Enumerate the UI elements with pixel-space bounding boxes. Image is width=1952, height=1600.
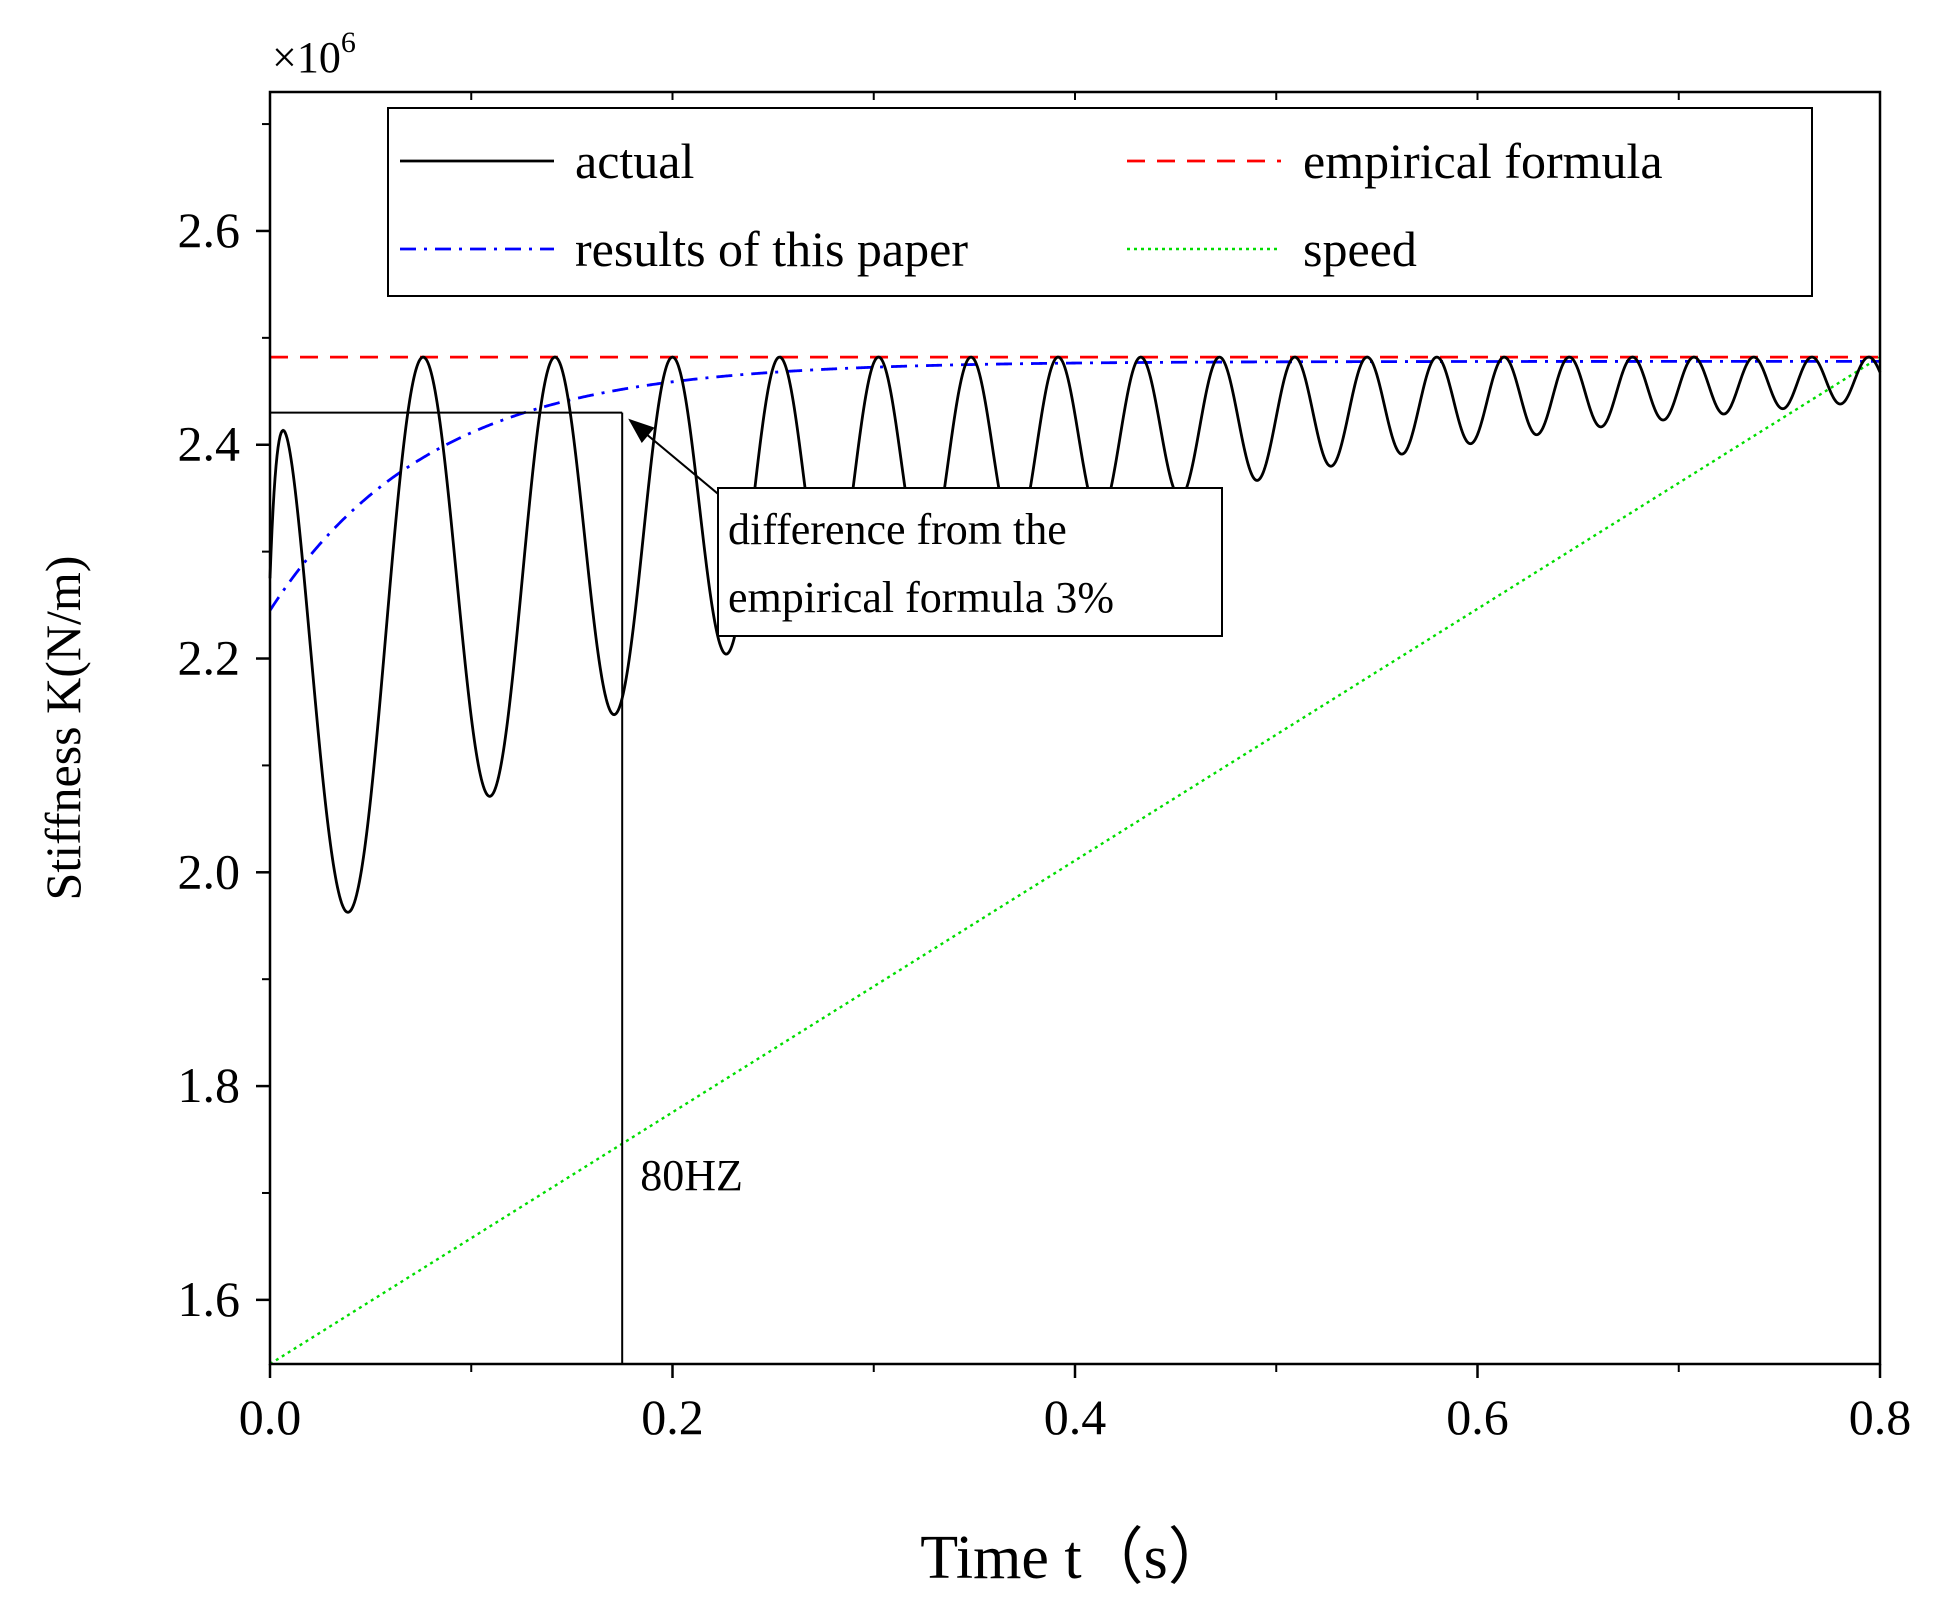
y-tick-label: 2.6: [178, 202, 241, 258]
series-speed-line: [269, 356, 1881, 1366]
vline-label-80hz: 80HZ: [640, 1151, 743, 1200]
legend-box: [387, 107, 1813, 297]
x-tick-label: 0.4: [1044, 1389, 1107, 1445]
y-tick-label: 1.8: [178, 1057, 241, 1113]
y-axis-multiplier-exponent: 6: [341, 26, 356, 59]
y-tick-label: 2.0: [178, 843, 241, 899]
annotation-box: [717, 487, 1223, 637]
y-axis-multiplier-base: ×10: [272, 33, 341, 82]
axis-ticks: [256, 92, 1882, 1378]
y-tick-label: 2.2: [178, 630, 241, 686]
y-tick-label: 2.4: [178, 416, 241, 472]
x-tick-label: 0.8: [1849, 1389, 1912, 1445]
legend-label-paper: results of this paper: [575, 221, 968, 277]
y-axis-title: Stiffness K(N/m): [35, 556, 91, 901]
series-layer: [268, 355, 1882, 1366]
x-tick-label: 0.2: [641, 1389, 704, 1445]
legend-label-actual: actual: [575, 133, 694, 189]
axis-tick-labels: 0.0 0.2 0.4 0.6 0.8 1.6 1.8 2.0 2.2 2.4 2.6: [178, 202, 1912, 1445]
annotation-text-line2: empirical formula 3%: [728, 573, 1114, 622]
y-axis-multiplier: ×106: [272, 26, 356, 82]
annotation-text-line1: difference from the: [728, 505, 1067, 554]
annotation-arrow-head: [628, 418, 655, 443]
legend-label-speed: speed: [1303, 221, 1417, 277]
legend-label-empirical: empirical formula: [1303, 133, 1663, 189]
legend: actual empirical formula results of this…: [387, 107, 1813, 297]
x-tick-label: 0.0: [239, 1389, 302, 1445]
series-actual-line: [268, 355, 1882, 914]
series-paper-line: [268, 359, 1880, 612]
y-tick-label: 1.6: [178, 1271, 241, 1327]
x-axis-title: Time t（s）: [920, 1524, 1230, 1592]
x-tick-label: 0.6: [1446, 1389, 1509, 1445]
